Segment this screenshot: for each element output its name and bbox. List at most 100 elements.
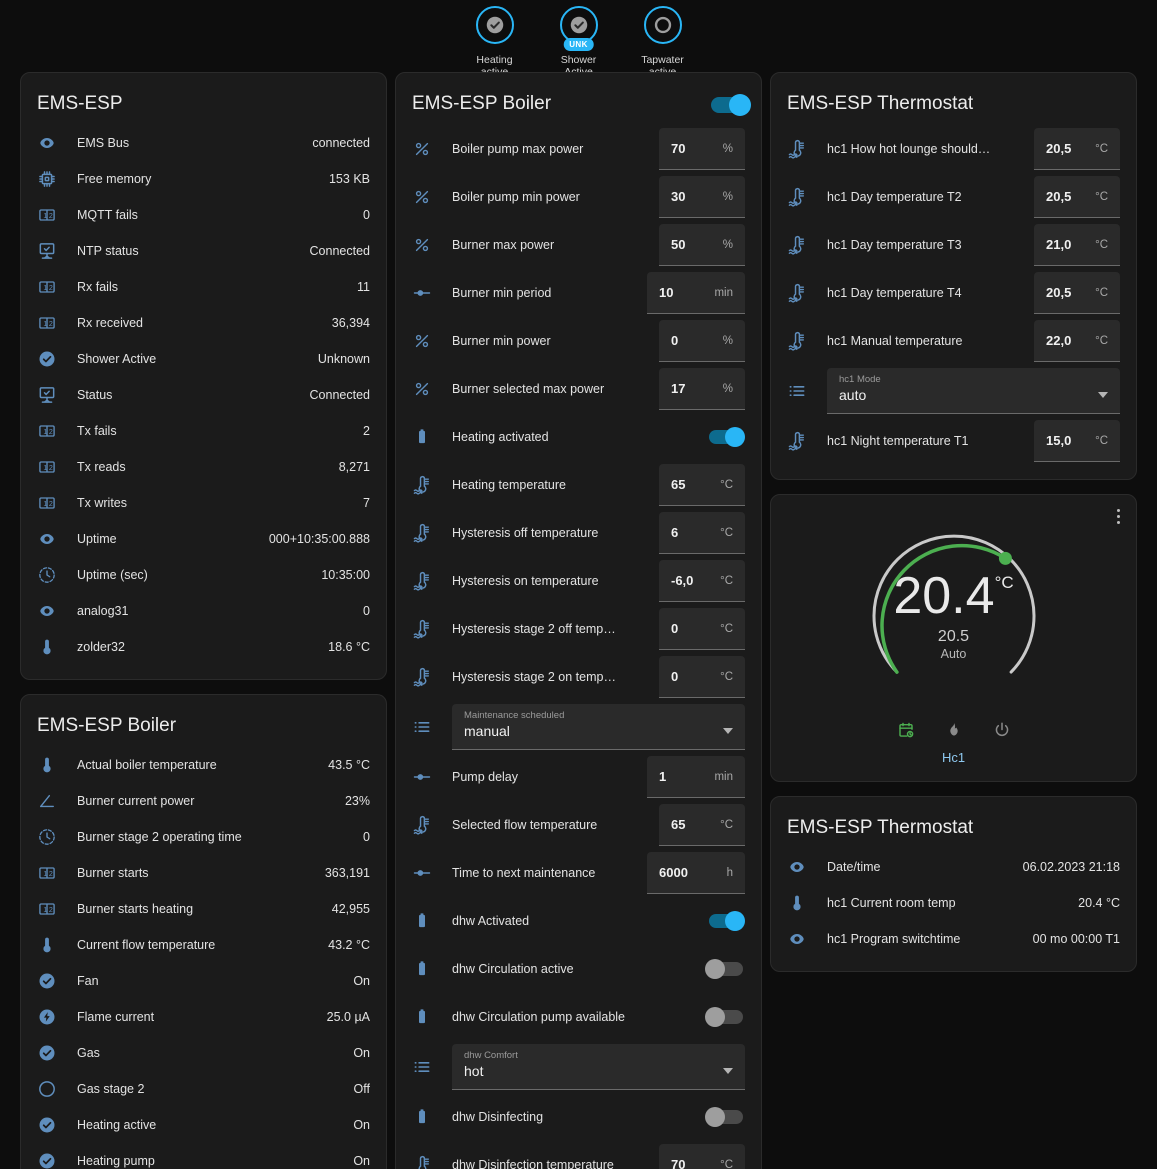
- input-value: -6,0: [671, 573, 694, 588]
- svg-text:2: 2: [49, 906, 53, 914]
- boiler-master-toggle[interactable]: [707, 94, 751, 116]
- chevron-down-icon[interactable]: [1098, 392, 1108, 398]
- row-label: Gas: [77, 1046, 100, 1060]
- row-value: 7: [363, 496, 370, 510]
- dial-handle[interactable]: [998, 551, 1012, 565]
- row-label: Uptime (sec): [77, 568, 148, 582]
- value-input[interactable]: 0 °C: [659, 656, 745, 698]
- eye-icon: [37, 133, 77, 153]
- svg-text:1: 1: [43, 320, 47, 328]
- value-input[interactable]: 65 °C: [659, 464, 745, 506]
- value-input[interactable]: 20,5 °C: [1034, 176, 1120, 218]
- control-label: dhw Circulation pump available: [452, 1010, 626, 1024]
- dropdown-value: hot: [464, 1063, 484, 1079]
- row-value: 25.0 µA: [326, 1010, 370, 1024]
- dropdown-select[interactable]: dhw Comfort hot: [452, 1044, 745, 1090]
- value-input[interactable]: 0 °C: [659, 608, 745, 650]
- input-unit: °C: [720, 574, 733, 587]
- toggle-knob: [705, 1107, 725, 1127]
- row-label: Actual boiler temperature: [77, 758, 217, 772]
- card-thermostat-dial: 20.4 °C 20.5 Auto Hc1: [770, 494, 1137, 782]
- dial-target-temperature: 20.5: [937, 627, 970, 645]
- control-label: Burner max power: [452, 238, 555, 252]
- circle-outline-icon[interactable]: [643, 6, 682, 44]
- status-item-2[interactable]: Tapwateractive: [631, 6, 695, 78]
- dropdown-text: Maintenance scheduled manual: [464, 709, 564, 741]
- data-row: 1 2 Burner starts heating 42,955: [35, 891, 372, 927]
- list-icon: [412, 1057, 452, 1077]
- value-input[interactable]: 1 min: [647, 756, 745, 798]
- value-input[interactable]: 50%: [659, 224, 745, 266]
- power-icon[interactable]: [993, 721, 1011, 744]
- slider-icon: [412, 863, 452, 883]
- temperature-dial[interactable]: 20.4 °C 20.5 Auto: [854, 515, 1054, 715]
- value-input[interactable]: 6000 h: [647, 852, 745, 894]
- control-label: Boiler pump max power: [452, 142, 584, 156]
- value-input[interactable]: 6 °C: [659, 512, 745, 554]
- check-circle-icon[interactable]: [475, 6, 514, 44]
- svg-text:2: 2: [49, 464, 53, 472]
- flame-icon[interactable]: [945, 721, 963, 744]
- check-circle-icon: [37, 971, 77, 991]
- input-value: 1: [659, 769, 667, 784]
- chevron-down-icon[interactable]: [723, 728, 733, 734]
- dial-center: 20.4 °C 20.5 Auto: [854, 515, 1054, 715]
- value-input[interactable]: 20,5 °C: [1034, 128, 1120, 170]
- control-row: dhw Disinfection temperature 70 °C: [410, 1141, 747, 1169]
- calendar-clock-icon[interactable]: [897, 721, 915, 744]
- data-row: Shower Active Unknown: [35, 341, 372, 377]
- data-row: Status Connected: [35, 377, 372, 413]
- dial-action-icons: [897, 721, 1011, 744]
- value-input[interactable]: 17%: [659, 368, 745, 410]
- value-input[interactable]: 21,0 °C: [1034, 224, 1120, 266]
- control-label: Pump delay: [452, 770, 519, 784]
- data-row: 1 2 Rx fails 11: [35, 269, 372, 305]
- card-emsesp: EMS-ESP EMS Bus connected Free memory 153 K…: [20, 72, 387, 680]
- toggle-switch[interactable]: [705, 427, 745, 447]
- value-input[interactable]: 22,0 °C: [1034, 320, 1120, 362]
- toggle-knob: [725, 911, 745, 931]
- value-input[interactable]: 10 min: [647, 272, 745, 314]
- input-unit: min: [714, 770, 733, 783]
- status-item-1[interactable]: UNKShowerActive: [547, 6, 611, 78]
- check-circle-icon: [37, 1043, 77, 1063]
- value-input[interactable]: 65 °C: [659, 804, 745, 846]
- row-label: Fan: [77, 974, 99, 988]
- value-input[interactable]: 20,5 °C: [1034, 272, 1120, 314]
- svg-text:1: 1: [43, 464, 47, 472]
- value-input[interactable]: 30%: [659, 176, 745, 218]
- toggle-switch[interactable]: [705, 911, 745, 931]
- value-input[interactable]: 70 °C: [659, 1144, 745, 1169]
- data-row: Burner stage 2 operating time 0: [35, 819, 372, 855]
- control-label: dhw Disinfection temperature: [452, 1158, 614, 1169]
- value-input[interactable]: -6,0 °C: [659, 560, 745, 602]
- value-input[interactable]: 15,0 °C: [1034, 420, 1120, 462]
- control-row: Burner min period 10 min: [410, 269, 747, 317]
- percent-icon: [412, 139, 452, 159]
- svg-text:2: 2: [49, 428, 53, 436]
- control-label: Burner min period: [452, 286, 552, 300]
- data-row: Fan On: [35, 963, 372, 999]
- toggle-switch[interactable]: [705, 1107, 745, 1127]
- dropdown-select[interactable]: hc1 Mode auto: [827, 368, 1120, 414]
- coolant-temp-icon: [412, 814, 452, 836]
- coolant-temp-icon: [412, 618, 452, 640]
- list-icon: [412, 717, 452, 737]
- chevron-down-icon[interactable]: [723, 1068, 733, 1074]
- thermometer-icon: [37, 637, 77, 657]
- dropdown-select[interactable]: Maintenance scheduled manual: [452, 704, 745, 750]
- kebab-menu-icon[interactable]: [1117, 509, 1120, 524]
- row-value: On: [353, 974, 370, 988]
- input-unit: °C: [1095, 334, 1108, 347]
- toggle-switch[interactable]: [705, 959, 745, 979]
- value-input[interactable]: 0%: [659, 320, 745, 362]
- input-value: 20,5: [1046, 141, 1072, 156]
- toggle-switch[interactable]: [705, 1007, 745, 1027]
- value-input[interactable]: 70%: [659, 128, 745, 170]
- check-circle-icon[interactable]: UNK: [559, 6, 598, 51]
- card-boiler-status: EMS-ESP Boiler Actual boiler temperature…: [20, 694, 387, 1169]
